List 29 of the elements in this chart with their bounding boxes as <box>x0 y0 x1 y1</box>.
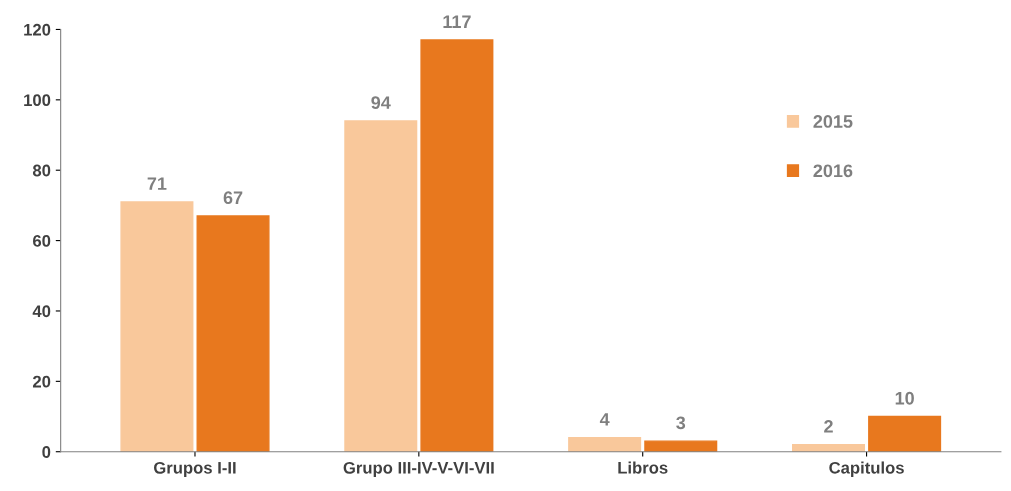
y-tick-label: 0 <box>42 446 51 458</box>
bar <box>344 120 418 452</box>
bar <box>420 39 494 452</box>
bar <box>644 440 718 452</box>
x-tick-label: Grupo III-IV-V-VI-VII <box>343 461 494 477</box>
y-tick-label: 20 <box>32 375 51 388</box>
data-label: 117 <box>443 15 471 28</box>
y-tick-label: 40 <box>32 305 51 318</box>
data-label: 3 <box>676 416 686 430</box>
bar <box>792 443 866 452</box>
x-tick-label: Libros <box>618 461 668 474</box>
bar <box>868 415 942 452</box>
y-tick-label: 80 <box>32 164 51 177</box>
bar <box>568 436 642 452</box>
x-tick-label: Grupos I-II <box>154 461 236 477</box>
bar <box>120 201 194 452</box>
data-label: 94 <box>371 96 391 110</box>
y-tick-label: 60 <box>33 234 51 247</box>
legend-label: 2016 <box>813 164 853 178</box>
data-label: 10 <box>895 391 914 405</box>
data-label: 4 <box>599 413 610 426</box>
y-tick-label: 120 <box>24 23 51 36</box>
data-label: 71 <box>147 177 167 190</box>
y-tick-label: 100 <box>24 94 51 107</box>
legend-label: 2015 <box>813 115 853 128</box>
data-label: 2 <box>824 419 833 433</box>
x-tick-label: Capitulos <box>829 461 904 477</box>
bar <box>196 215 270 452</box>
data-label: 67 <box>223 191 243 205</box>
